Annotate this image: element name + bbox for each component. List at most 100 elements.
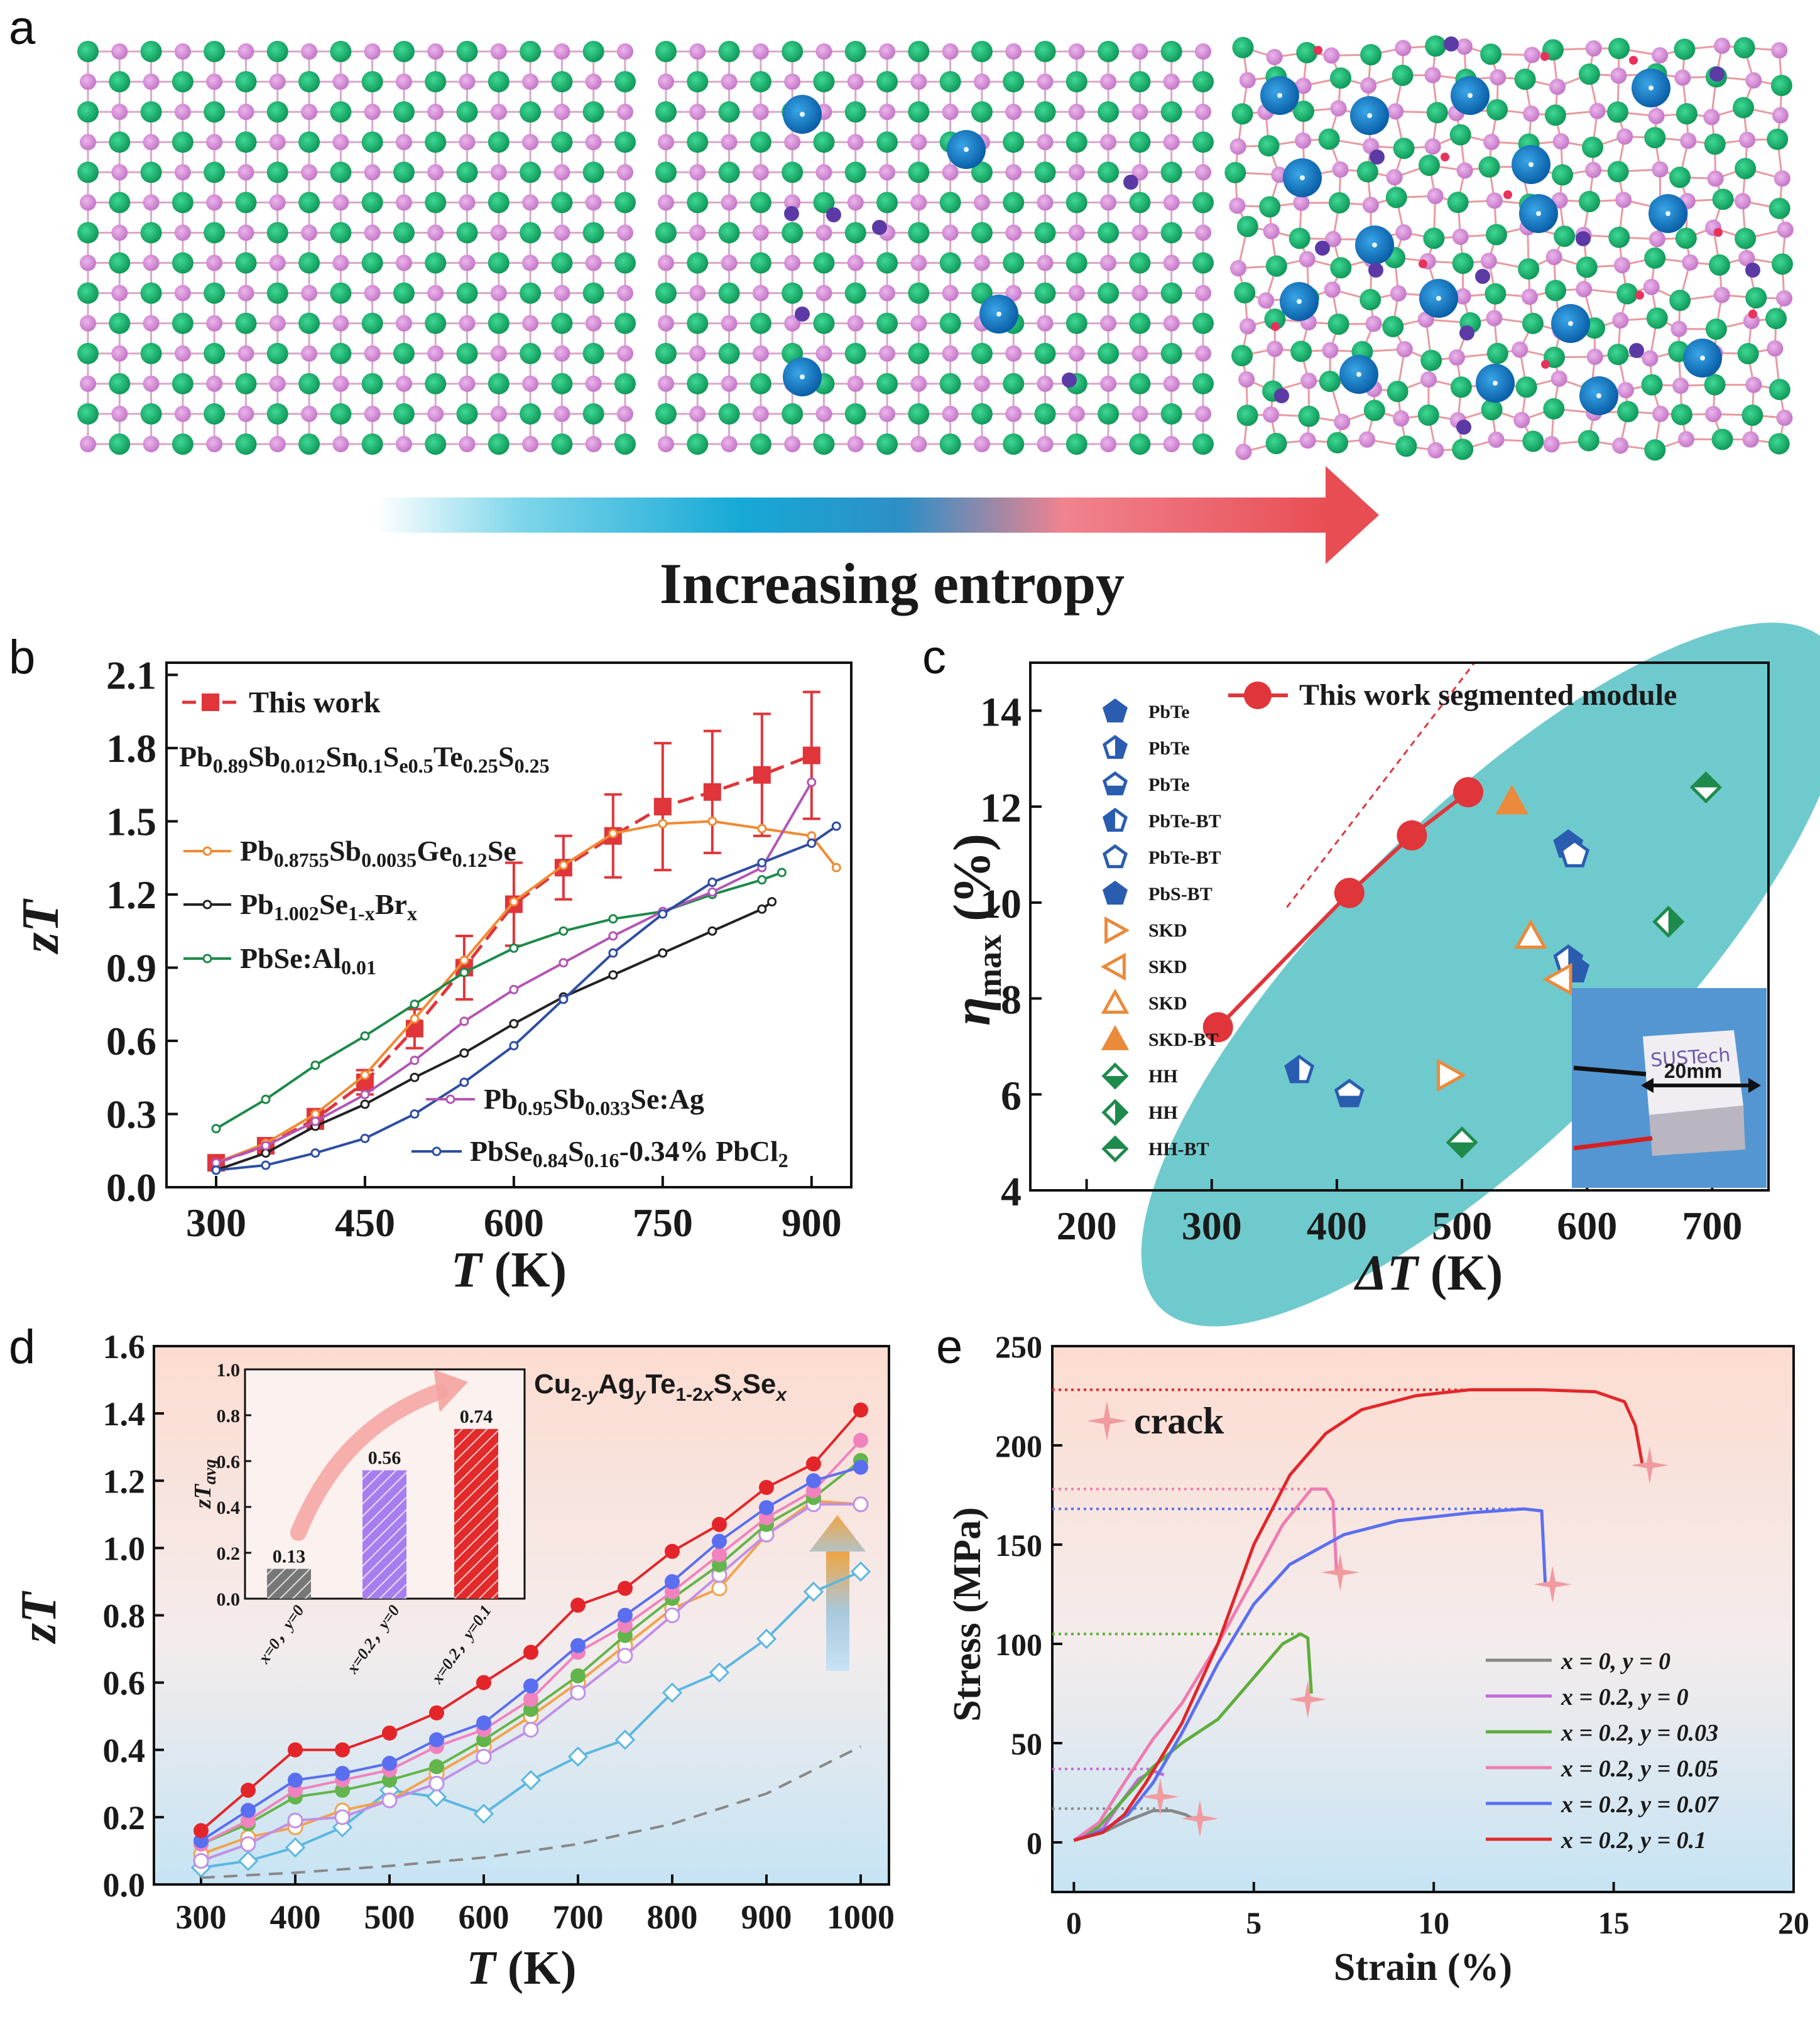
atom-green [614, 312, 636, 334]
data-point [618, 1607, 633, 1623]
atom-green [876, 131, 898, 153]
atom-green [1576, 256, 1598, 278]
atom-pink [174, 164, 191, 181]
atom-pink [301, 405, 318, 422]
atom-pink [332, 375, 349, 392]
atom-pink [689, 224, 706, 241]
data-point [802, 746, 820, 764]
atom-pink [1703, 109, 1720, 126]
atom-green [655, 282, 677, 304]
atom-pink [1772, 107, 1789, 124]
atom-green [488, 372, 509, 394]
atom-pink [1360, 77, 1377, 94]
atom-green [876, 312, 898, 334]
atom-green [614, 71, 636, 93]
marker-pentagon-open [1102, 844, 1128, 869]
y-axis-label: Stress (MPa) [946, 1507, 989, 1721]
atom-green [1298, 405, 1320, 427]
atom-pink [1549, 79, 1566, 95]
marker-tri-left-open [1542, 962, 1572, 996]
data-point [757, 875, 767, 885]
atom-green [488, 131, 509, 153]
series-line-4 [1073, 1507, 1547, 1842]
inset-y-tick-label: 0.8 [217, 1406, 241, 1427]
legend-label: PbS-BT [1148, 884, 1212, 905]
atom-green [488, 312, 509, 334]
atom-pink [1266, 48, 1283, 65]
data-point [567, 1746, 589, 1767]
series-line-3 [1072, 1487, 1339, 1842]
data-point [335, 1742, 350, 1758]
atom-pink [1005, 164, 1022, 181]
atom-pink [721, 194, 738, 211]
atom-green [1265, 433, 1287, 455]
atom-pink [1324, 281, 1341, 298]
atom-pink [1652, 161, 1669, 178]
atom-green [1417, 404, 1439, 426]
data-point [211, 1124, 221, 1134]
atom-green [1363, 400, 1385, 421]
atom-pink [1131, 345, 1148, 362]
atom-pink [1521, 288, 1538, 305]
dopant-atom-tiny [1314, 46, 1322, 55]
atom-green [298, 372, 320, 394]
atom-green [813, 312, 835, 334]
data-point [287, 1812, 303, 1829]
atom-pink [206, 375, 223, 392]
atom-green [1234, 282, 1256, 304]
atom-green [204, 222, 226, 244]
x-tick-label: 300 [1182, 1204, 1242, 1248]
atom-green [813, 71, 835, 93]
panel-e-letter: e [936, 1320, 962, 1374]
atom-pink [1483, 134, 1500, 151]
x-tick-label: 700 [553, 1898, 604, 1936]
atom-pink [585, 254, 602, 271]
x-axis-label-var: T [451, 1242, 484, 1298]
atom-green [1360, 289, 1381, 311]
dopant-atom-highlight [1356, 372, 1361, 377]
atom-pink [269, 134, 286, 151]
atom-green [1098, 222, 1120, 244]
dopant-atom-highlight [800, 374, 805, 379]
atom-pink [143, 254, 160, 271]
inset-bar-hatch [362, 1470, 406, 1599]
atom-green [172, 131, 193, 153]
atom-pink [1674, 69, 1691, 86]
data-point [1397, 820, 1427, 851]
data-point [382, 1725, 397, 1741]
atom-green [204, 101, 226, 123]
atom-green [1544, 104, 1566, 126]
atom-pink [1229, 260, 1246, 277]
atom-pink [206, 134, 223, 151]
atom-green [687, 433, 709, 455]
atom-pink [585, 194, 602, 211]
series-5 [211, 821, 841, 1175]
atom-pink [206, 194, 223, 211]
atom-pink [1005, 43, 1022, 60]
scale-arrowhead [1641, 1078, 1654, 1093]
atom-pink [1387, 103, 1404, 120]
atom-green [393, 403, 415, 425]
atom-pink [879, 345, 896, 362]
atom-green [172, 433, 193, 455]
atom-pink [80, 194, 96, 211]
atom-green [140, 403, 162, 425]
data-point [608, 948, 618, 958]
dopant-atom-small [1370, 150, 1385, 165]
atom-green [813, 252, 835, 274]
atom-pink [1163, 194, 1180, 211]
atom-pink [174, 43, 191, 60]
atom-pink [1195, 285, 1211, 302]
marker-pentagon-open [1559, 839, 1590, 867]
atom-green [1236, 405, 1258, 427]
atom-green [488, 433, 509, 455]
entropy-label: Increasing entropy [660, 552, 1125, 616]
marker-fill [1115, 1101, 1126, 1124]
atom-green [1418, 155, 1440, 177]
atom-pink [879, 285, 896, 302]
atom-green [655, 161, 677, 183]
y-tick-label: 0.4 [103, 1732, 146, 1770]
atom-green [204, 403, 226, 425]
atom-green [551, 372, 573, 394]
atom-green [1003, 372, 1025, 394]
